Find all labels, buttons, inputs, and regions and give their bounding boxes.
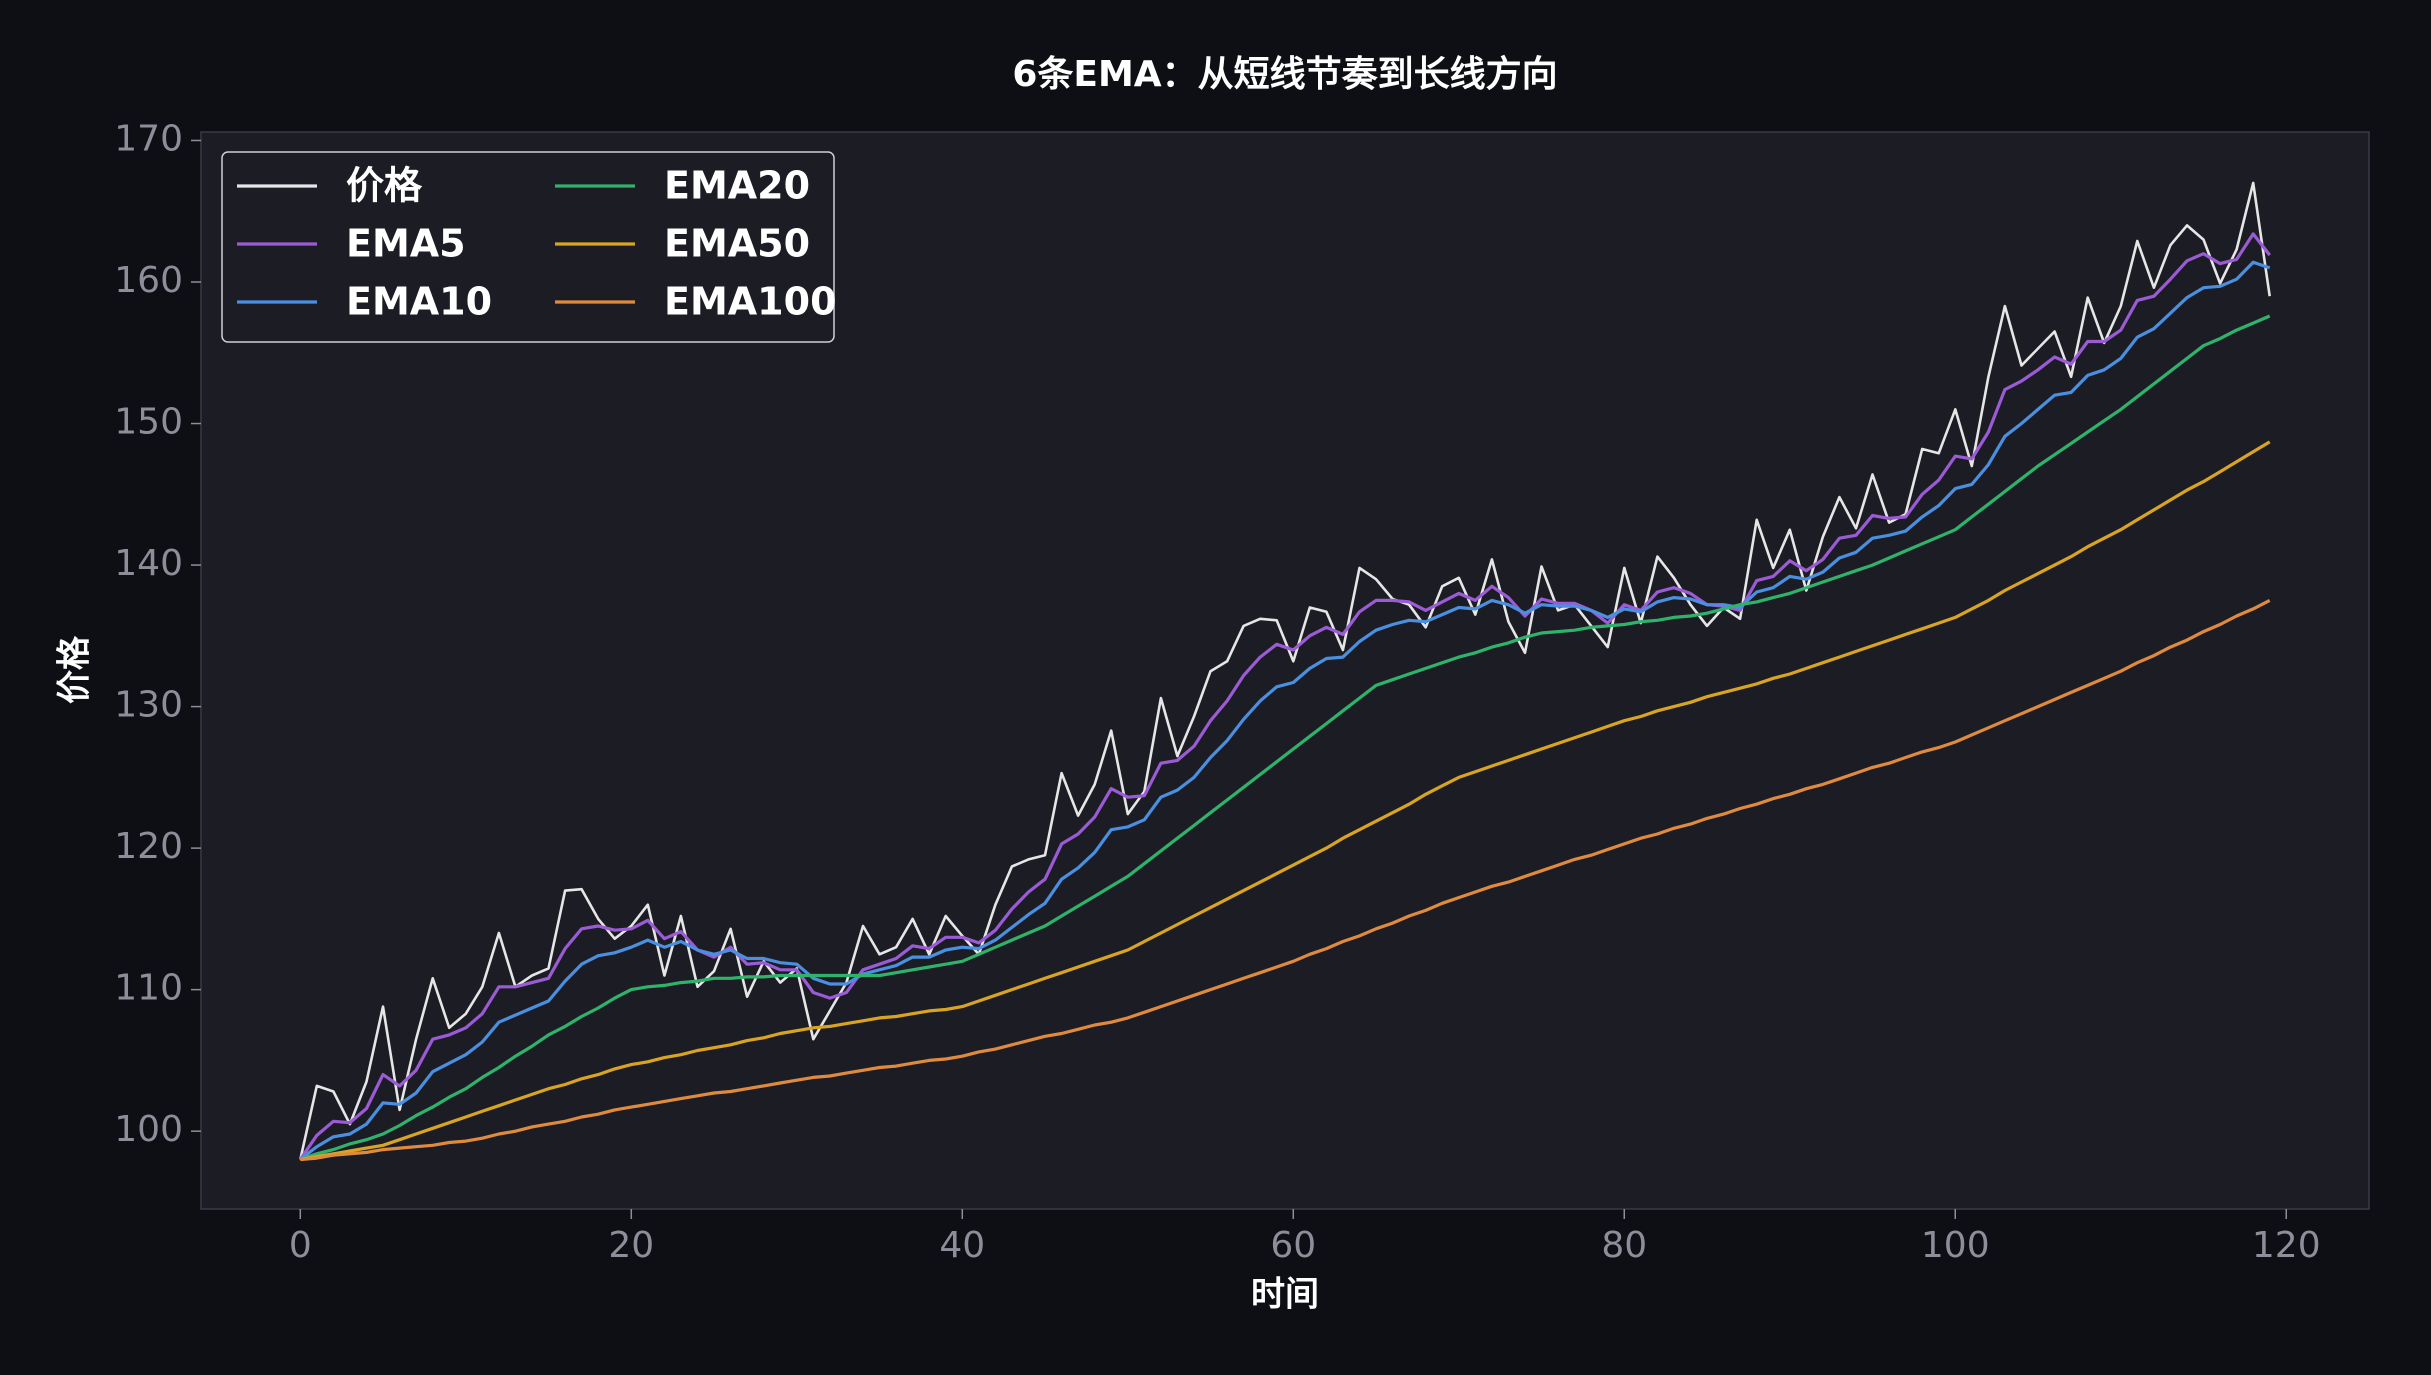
y-tick-label: 120 xyxy=(114,826,183,867)
y-tick-label: 100 xyxy=(114,1109,183,1150)
legend-label: EMA100 xyxy=(664,280,837,324)
series-line xyxy=(300,440,2271,1162)
x-tick-label: 40 xyxy=(939,1225,985,1266)
x-tick-label: 0 xyxy=(289,1225,312,1266)
legend-label: EMA10 xyxy=(346,280,492,324)
x-axis-label: 时间 xyxy=(1251,1275,1319,1315)
series-line xyxy=(299,314,2271,1162)
series-line xyxy=(300,598,2271,1162)
chart-title: 6条EMA：从短线节奏到长线方向 xyxy=(1012,54,1557,95)
x-tick-label: 120 xyxy=(2252,1225,2321,1266)
legend-box xyxy=(221,151,835,343)
y-tick-label: 160 xyxy=(114,260,183,301)
legend-label: EMA50 xyxy=(664,222,810,266)
y-tick-label: 150 xyxy=(114,402,183,443)
y-tick-label: 110 xyxy=(114,968,183,1009)
legend-label: EMA20 xyxy=(664,164,810,208)
y-tick-label: 170 xyxy=(114,118,183,159)
legend-label: 价格 xyxy=(346,164,423,208)
legend: 价格 EMA5 EMA10 EMA20 EMA50 EMA100 xyxy=(221,151,837,343)
x-tick-label: 20 xyxy=(608,1225,654,1266)
x-tick-label: 60 xyxy=(1270,1225,1316,1266)
series-line xyxy=(298,232,2271,1161)
legend-label: EMA5 xyxy=(346,222,466,266)
y-tick-label: 130 xyxy=(114,685,183,726)
x-tick-label: 100 xyxy=(1921,1225,1990,1266)
series-line xyxy=(299,260,2271,1161)
y-axis-label: 价格 xyxy=(55,635,95,704)
y-tick-label: 140 xyxy=(114,543,183,584)
x-tick-label: 80 xyxy=(1601,1225,1647,1266)
